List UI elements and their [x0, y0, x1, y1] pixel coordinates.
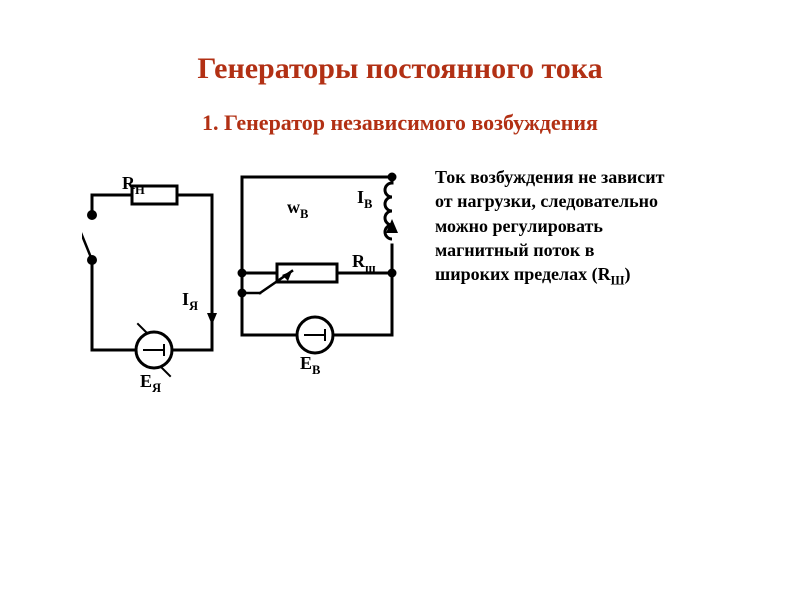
svg-text:wВ: wВ: [287, 197, 309, 221]
desc-line: широких пределах (R: [435, 264, 611, 284]
svg-text:IВ: IВ: [357, 187, 373, 211]
page-subtitle: 1. Генератор независимого возбуждения: [0, 110, 800, 136]
desc-line: магнитный поток в: [435, 240, 595, 260]
svg-text:EВ: EВ: [300, 353, 321, 377]
page-title: Генераторы постоянного тока: [0, 52, 800, 86]
desc-line: Ток возбуждения не зависит: [435, 167, 665, 187]
circuit-diagram: RНIЯEЯwВIВRшEВ: [82, 165, 422, 405]
circuit-svg: RНIЯEЯwВIВRшEВ: [82, 165, 422, 405]
svg-text:IЯ: IЯ: [182, 289, 198, 313]
svg-text:EЯ: EЯ: [140, 371, 161, 395]
desc-line: можно регулировать: [435, 216, 603, 236]
desc-tail-sub: Ш: [611, 274, 625, 288]
svg-text:Rш: Rш: [352, 251, 376, 275]
desc-line: от нагрузки, следовательно: [435, 191, 658, 211]
description-text: Ток возбуждения не зависит от нагрузки, …: [435, 165, 775, 290]
desc-tail-close: ): [624, 264, 630, 284]
